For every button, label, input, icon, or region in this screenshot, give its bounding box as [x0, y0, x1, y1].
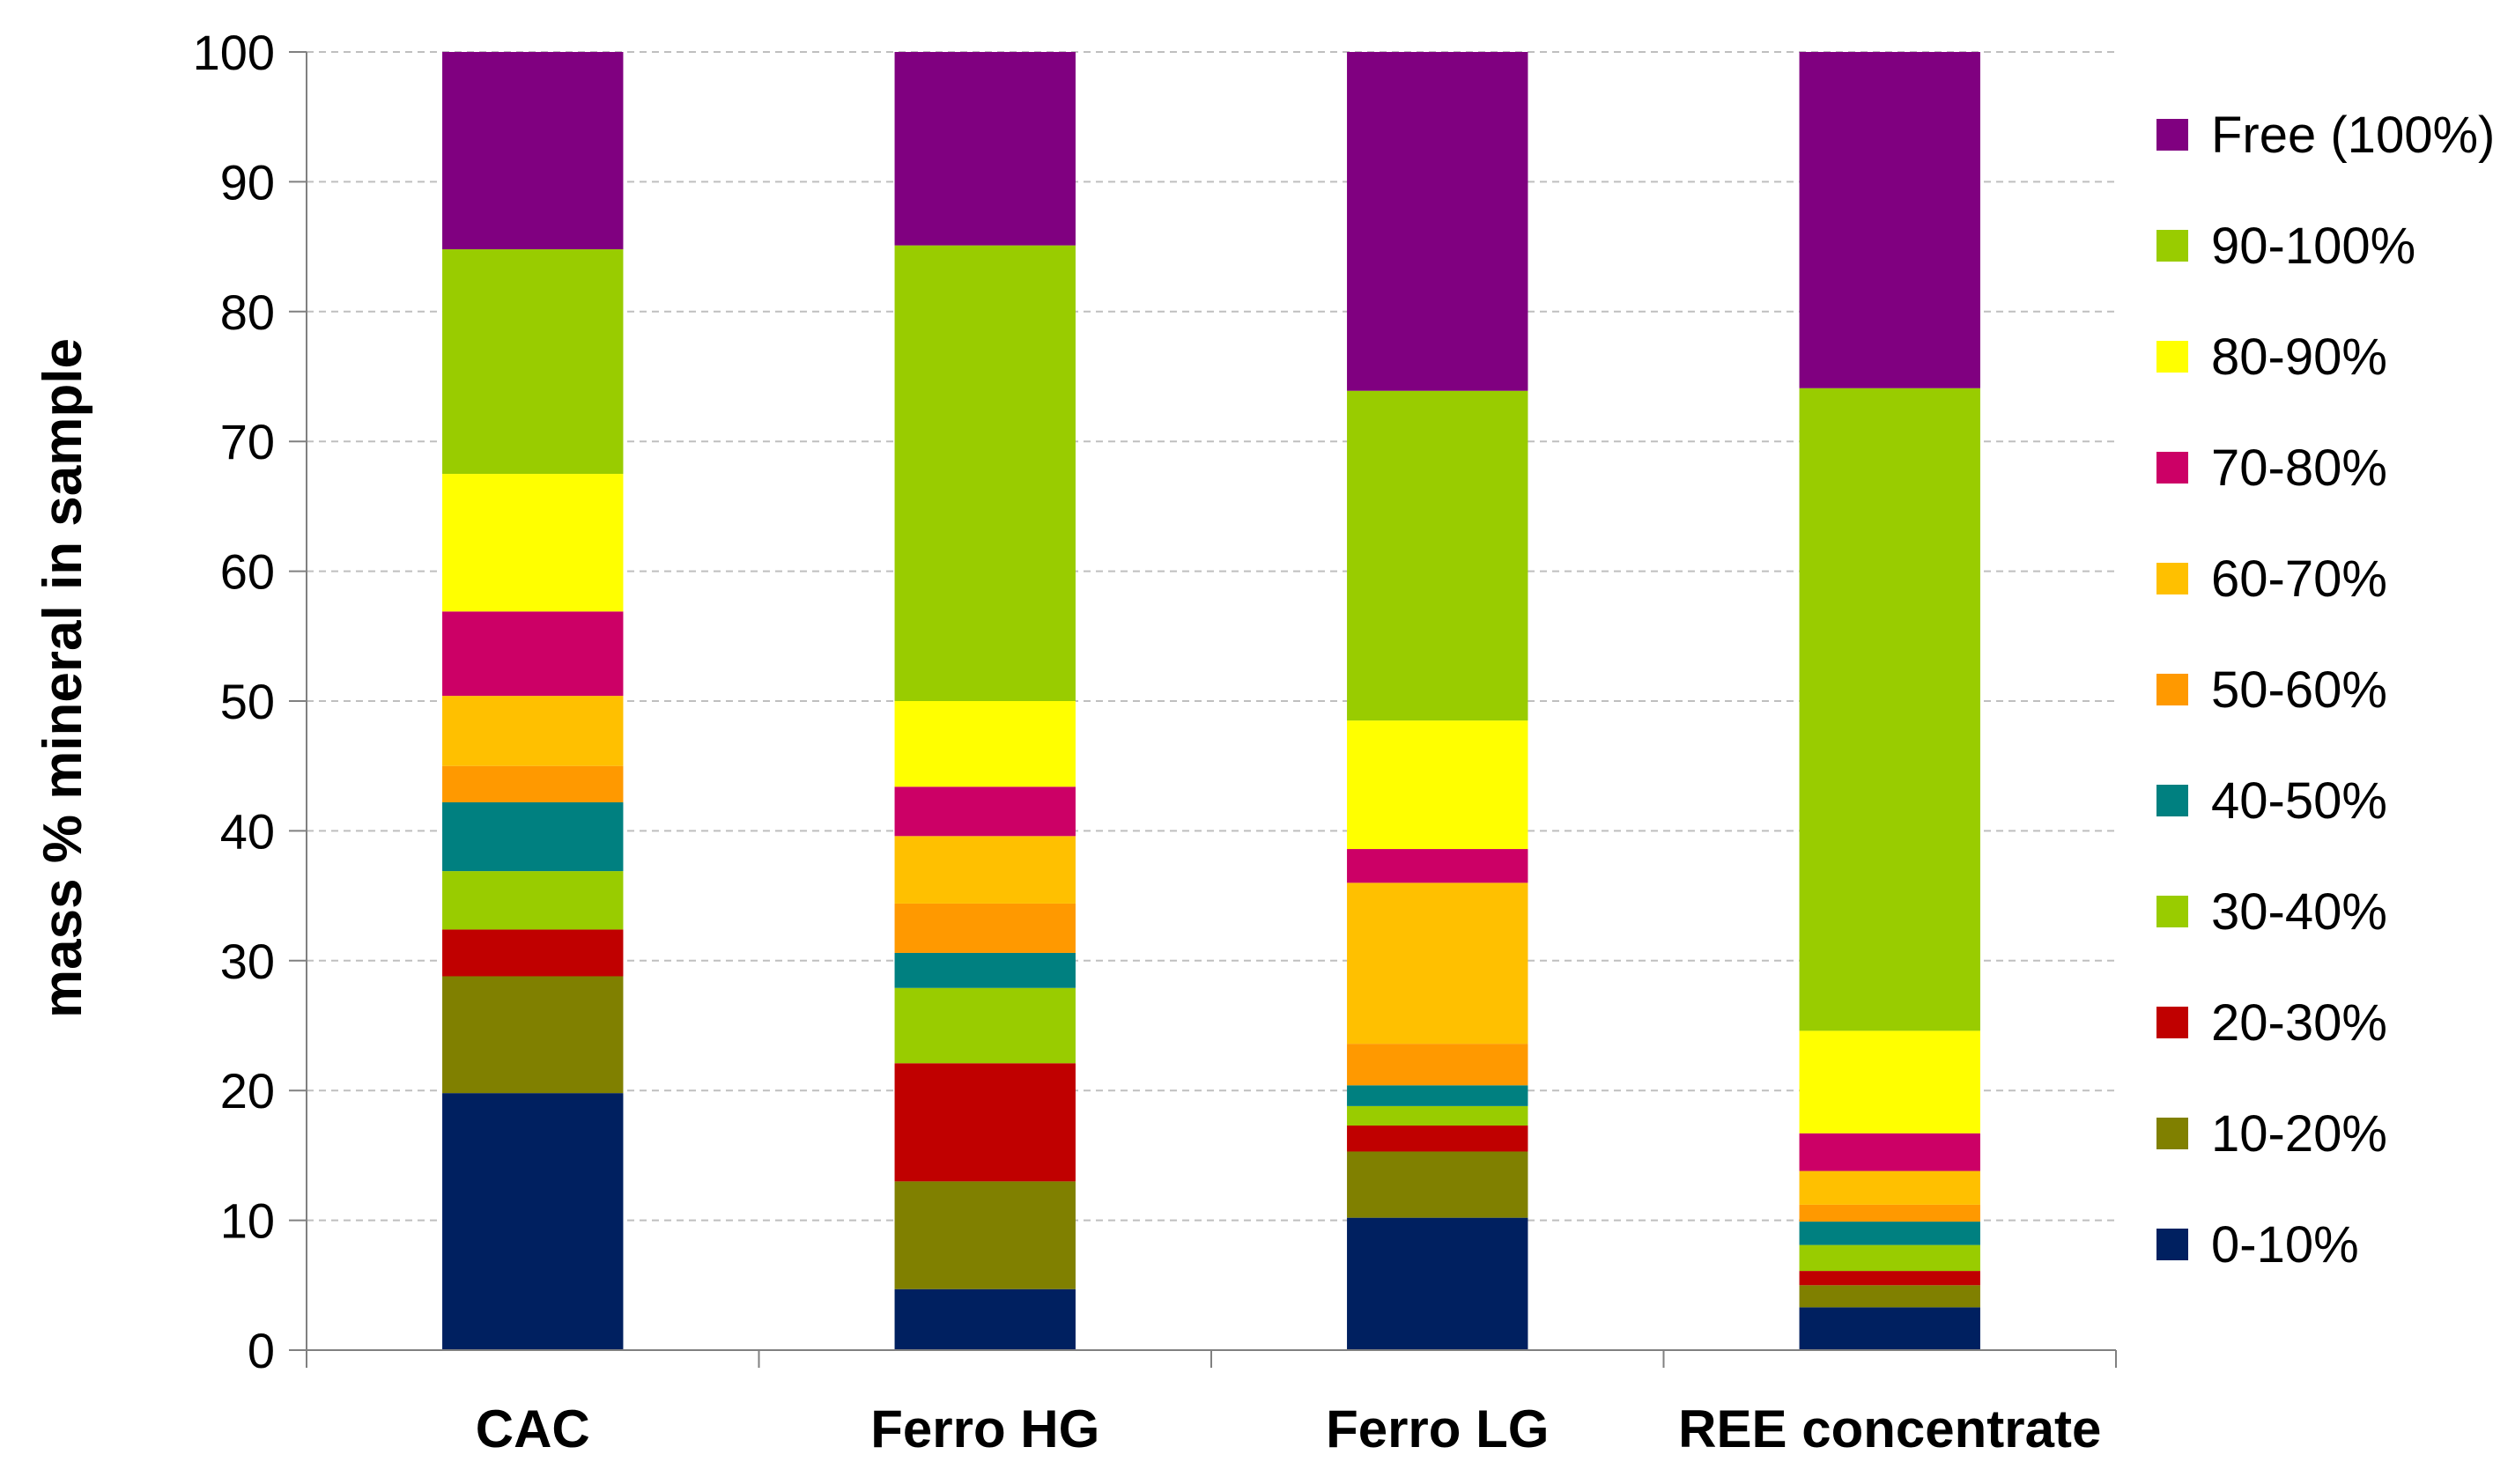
- y-tick-label: 20: [220, 1063, 275, 1119]
- bar-segment: [1347, 1125, 1528, 1152]
- legend-label: 10-20%: [2211, 1105, 2387, 1163]
- bar-segment: [894, 952, 1076, 988]
- legend-label: 80-90%: [2211, 329, 2387, 386]
- bar-segment: [894, 836, 1076, 904]
- legend-label: 70-80%: [2211, 439, 2387, 497]
- bar-segment: [1347, 849, 1528, 883]
- bar-segment: [442, 611, 624, 697]
- bar-segment: [894, 52, 1076, 246]
- y-tick-label: 80: [220, 284, 275, 340]
- bar-segment: [442, 52, 624, 250]
- bar-segment: [1347, 1151, 1528, 1218]
- bar-segment: [1347, 720, 1528, 850]
- bar-segment: [894, 245, 1076, 702]
- legend-swatch: [2156, 1007, 2188, 1038]
- y-tick-label: 70: [220, 414, 275, 469]
- bar-segment: [1347, 1085, 1528, 1106]
- legend-swatch: [2156, 452, 2188, 484]
- bar-segment: [894, 1063, 1076, 1182]
- y-tick-label: 10: [220, 1193, 275, 1249]
- legend-swatch: [2156, 674, 2188, 705]
- bar-segment: [1799, 1244, 1980, 1272]
- legend-swatch: [2156, 341, 2188, 373]
- x-category-label: Ferro LG: [1326, 1399, 1549, 1458]
- legend-swatch: [2156, 1229, 2188, 1260]
- bar-segment: [1799, 1030, 1980, 1133]
- legend-label: 40-50%: [2211, 772, 2387, 830]
- legend-label: 60-70%: [2211, 550, 2387, 608]
- bar-segment: [1799, 52, 1980, 388]
- bar-segment: [1799, 1133, 1980, 1171]
- bar-segment: [1799, 1307, 1980, 1350]
- legend-swatch: [2156, 785, 2188, 816]
- legend-label: 90-100%: [2211, 218, 2415, 275]
- legend-label: 0-10%: [2211, 1216, 2359, 1274]
- y-tick-label: 90: [220, 154, 275, 210]
- bar-segment: [442, 929, 624, 977]
- legend-swatch: [2156, 563, 2188, 594]
- x-category-label: CAC: [476, 1399, 590, 1458]
- y-tick-label: 40: [220, 803, 275, 859]
- legend-label: 20-30%: [2211, 994, 2387, 1052]
- bar-segment: [1799, 1222, 1980, 1245]
- bar-segment: [894, 786, 1076, 837]
- bar-segment: [1347, 1217, 1528, 1350]
- legend-label: Free (100%): [2211, 107, 2493, 164]
- bar-segment: [442, 976, 624, 1094]
- legend-swatch: [2156, 1118, 2188, 1149]
- bar-segment: [1799, 1271, 1980, 1286]
- bar-segment: [894, 1288, 1076, 1350]
- bar-segment: [442, 801, 624, 872]
- bar-segment: [894, 701, 1076, 787]
- x-category-labels: CAC Ferro HG Ferro LG REE concentrate: [476, 1399, 2102, 1458]
- legend-swatch: [2156, 896, 2188, 927]
- legend-swatch: [2156, 230, 2188, 262]
- bar-segment: [442, 1093, 624, 1350]
- bar-segment: [442, 696, 624, 766]
- bar-segment: [1347, 1105, 1528, 1126]
- bar-segment: [894, 987, 1076, 1064]
- y-tick-label: 30: [220, 934, 275, 989]
- y-tick-label: 50: [220, 674, 275, 729]
- bar-segment: [1347, 1044, 1528, 1086]
- axes: [289, 51, 2117, 1368]
- bar-segment: [442, 765, 624, 802]
- bar-segment: [894, 1181, 1076, 1289]
- bar-segment: [442, 474, 624, 612]
- bar-segment: [894, 903, 1076, 953]
- y-tick-label: 60: [220, 544, 275, 600]
- y-axis-title: mass % mineral in sample: [33, 338, 93, 1018]
- bar-segment: [1347, 52, 1528, 391]
- legend-label: 30-40%: [2211, 883, 2387, 941]
- legend: Free (100%) 90-100% 80-90% 70-80% 60-70% 50-6…: [2156, 107, 2493, 1274]
- bar-segment: [1799, 388, 1980, 1031]
- bar-segment: [1799, 1170, 1980, 1205]
- legend-label: 50-60%: [2211, 661, 2387, 719]
- y-tick-labels: 0 10 20 30 40 50 60 70 80 90 100: [193, 25, 275, 1378]
- bars: [442, 52, 1980, 1350]
- x-category-label: Ferro HG: [870, 1399, 1099, 1458]
- bar-segment: [1799, 1285, 1980, 1308]
- x-category-label: REE concentrate: [1678, 1399, 2101, 1458]
- legend-swatch: [2156, 119, 2188, 151]
- bar-segment: [1347, 882, 1528, 1045]
- y-tick-label: 100: [193, 25, 275, 80]
- bar-segment: [1799, 1204, 1980, 1222]
- bar-segment: [442, 871, 624, 930]
- y-tick-label: 0: [248, 1323, 275, 1378]
- bar-segment: [1347, 390, 1528, 721]
- bar-segment: [442, 249, 624, 475]
